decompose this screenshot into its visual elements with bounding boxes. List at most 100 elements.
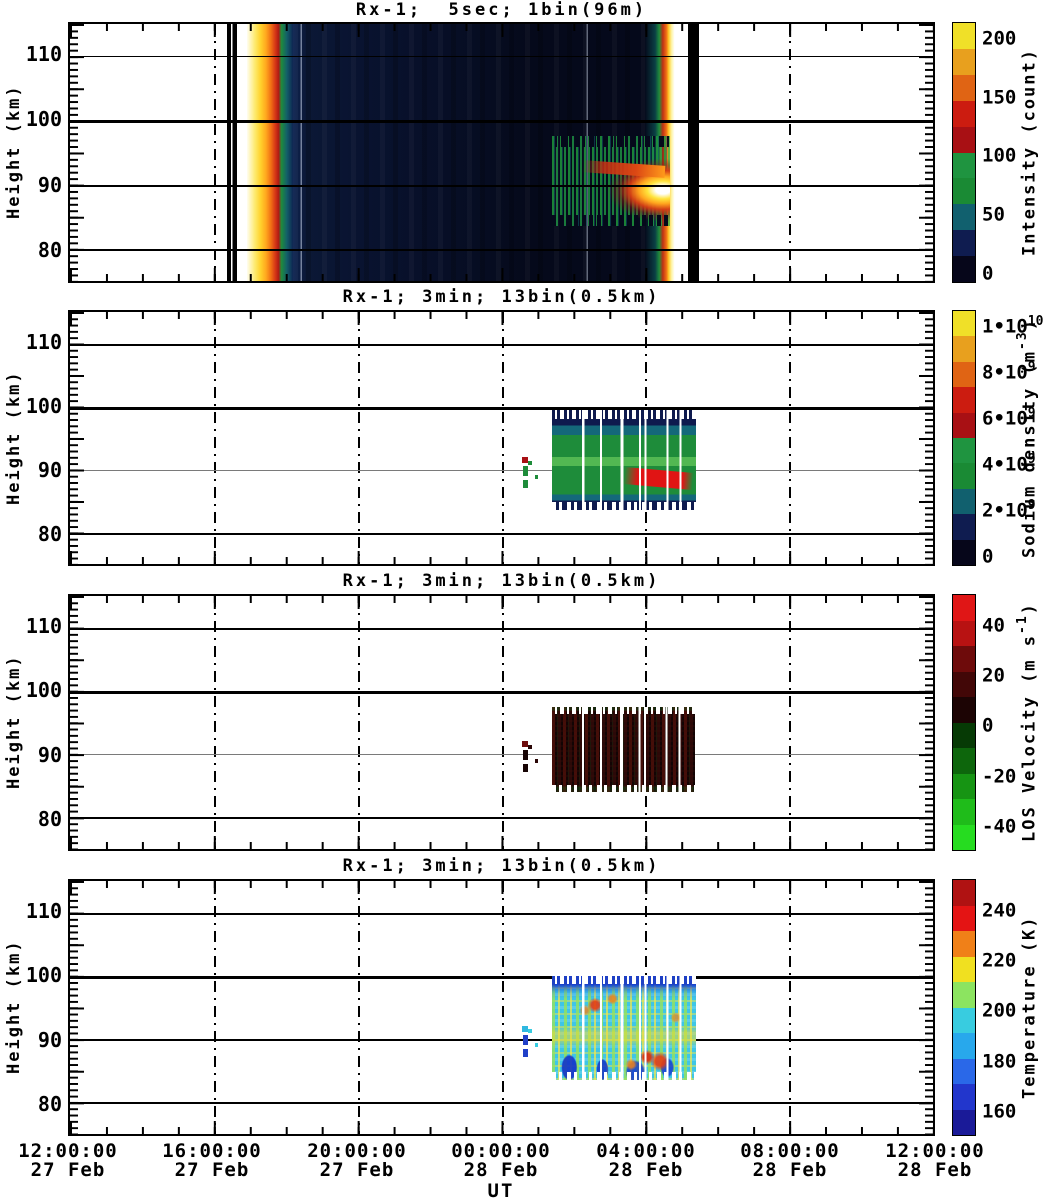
cb1-tick: 100 [982,144,1017,167]
cb2-tick: 4•109 [982,452,1036,476]
echo-dot [521,1026,528,1033]
echo-dot [522,764,528,773]
gridline-20utc [357,596,360,849]
cb4-title: Temperature (K) [1019,915,1040,1100]
colorbar-segment [953,1084,975,1110]
cb1-tick: 0 [982,262,994,285]
yaxis-label: Height (km) [4,654,24,790]
cb3-tick: -40 [982,815,1017,838]
colorbar-segment [953,595,975,621]
xtick-label: 04:00:00 28 Feb [596,1140,696,1181]
cb3-tick: -20 [982,765,1017,788]
gridline-16utc [213,24,216,281]
colorbar-segment [953,387,975,413]
colorbar-segment [953,722,975,748]
colorbar-los-velocity [952,594,976,851]
colorbar-segment [953,620,975,646]
y-major-ticks-right [919,596,933,849]
cb2-tick: 0 [982,545,994,568]
gridline-110km [70,343,933,346]
ytick-110: 110 [25,42,62,66]
gridline-00utc [501,596,504,849]
gridline-90km [70,754,933,756]
sodium-burst-blob [551,136,671,227]
data-gap-columns [551,409,696,511]
ytick-90: 90 [37,1028,62,1052]
cb2-tick: 8•109 [982,360,1036,384]
panel3-los-velocity [68,594,935,851]
cb2-tick: 1•1010 [982,314,1044,338]
gridline-16utc [213,312,216,564]
gridline-08utc [789,881,792,1134]
y-major-ticks-right [919,881,933,1134]
gridline-16utc [213,881,216,1134]
ytick-100: 100 [25,678,62,702]
echo-dot [521,741,528,748]
gridline-110km [70,627,933,630]
colorbar-segment [953,824,975,850]
colorbar-intensity [952,22,976,283]
colorbar-segment [953,1033,975,1059]
temperature-blob [551,975,696,1081]
colorbar-segment [953,671,975,697]
colorbar-segment [953,48,975,75]
data-gap-columns [551,975,696,1081]
echo-dot [522,1035,528,1046]
data-gap-columns [551,706,695,793]
gridline-90km [70,184,933,187]
colorbar-segment [953,799,975,825]
cb1-tick: 50 [982,203,1005,226]
cb2-tick: 6•109 [982,406,1036,430]
panel1-title: Rx-1; 5sec; 1bin(96m) [355,0,648,20]
colorbar-segment [953,311,975,337]
colorbar-segment [953,773,975,799]
ytick-90: 90 [37,458,62,482]
y-major-ticks-right [919,24,933,281]
echo-dot [522,465,528,476]
echo-dot [522,479,528,488]
echo-dot [535,474,539,479]
xtick-label: 00:00:00 28 Feb [451,1140,551,1181]
panel3-title: Rx-1; 3min; 13bin(0.5km) [342,571,661,591]
colorbar-segment [953,956,975,982]
blob-jagged-bottom [551,215,671,227]
colorbar-segment [953,697,975,723]
cb3-tick: 0 [982,714,994,737]
xtick-label: 08:00:00 28 Feb [740,1140,840,1181]
panel2-sodium-density [68,310,935,566]
colorbar-segment [953,488,975,515]
panel2-title: Rx-1; 3min; 13bin(0.5km) [342,287,661,307]
echo-dot [535,1042,539,1047]
ytick-110: 110 [25,330,62,354]
colorbar-temperature [952,879,976,1136]
ytick-100: 100 [25,107,62,131]
y-major-ticks-left [70,24,84,281]
panel4-title: Rx-1; 3min; 13bin(0.5km) [342,856,661,876]
gridline-00utc [501,881,504,1134]
ytick-90: 90 [37,743,62,767]
panel4-temperature [68,879,935,1136]
echo-dot [522,1049,528,1058]
colorbar-segment [953,539,975,566]
xtick-label: 20:00:00 27 Feb [307,1140,407,1181]
cb2-title: Sodium density (m-3) [1015,318,1040,558]
cb1-tick: 150 [982,86,1017,109]
gridline-08utc [789,24,792,281]
colorbar-segment [953,126,975,153]
x-major-ticks-bottom [70,1121,933,1134]
colorbar-segment [953,361,975,388]
ytick-110: 110 [25,614,62,638]
colorbar-segment [953,23,975,49]
x-major-ticks-top [70,596,933,609]
cb4-tick: 220 [982,949,1017,972]
ytick-80: 80 [37,1092,62,1116]
ytick-80: 80 [37,807,62,831]
x-major-ticks-bottom [70,551,933,564]
gridline-110km [70,56,933,58]
colorbar-segment [953,230,975,257]
cb3-tick: 20 [982,664,1005,687]
x-major-ticks-bottom [70,268,933,281]
colorbar-segment [953,931,975,957]
sodium-layer-blob [551,409,696,511]
calibration-black-band [227,24,238,281]
